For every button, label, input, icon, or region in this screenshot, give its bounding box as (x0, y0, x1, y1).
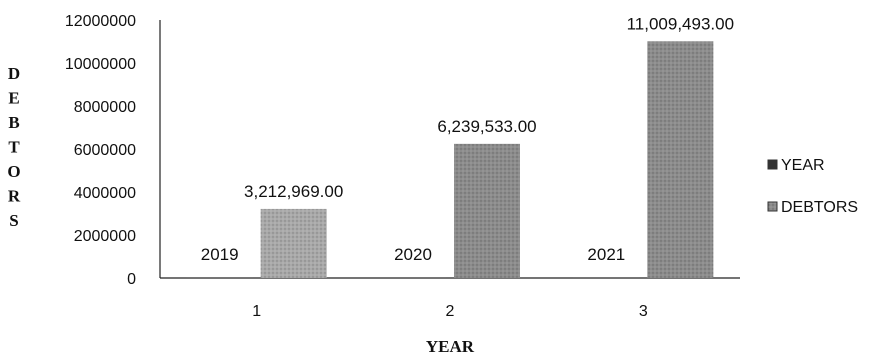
y-axis-title-letter: B (8, 113, 19, 132)
legend-label-year: YEAR (781, 157, 825, 174)
y-tick-label: 12000000 (65, 13, 136, 30)
y-axis-title-letter: R (8, 187, 21, 206)
y-tick-label: 4000000 (74, 185, 136, 202)
x-tick-label: 1 (252, 303, 261, 320)
y-tick-label: 2000000 (74, 228, 136, 245)
data-labels: 2019 3,212,969.00 2020 6,239,533.00 2021 11,0… (201, 14, 734, 264)
y-tick-label: 0 (127, 271, 136, 288)
y-tick-label: 8000000 (74, 99, 136, 116)
x-tick-label: 3 (639, 303, 648, 320)
y-axis-title-letter: E (8, 89, 19, 108)
bar-debtors-1 (260, 208, 327, 278)
legend-swatch-year (767, 159, 778, 170)
x-tick-label: 2 (446, 303, 455, 320)
legend: YEAR DEBTORS (767, 157, 858, 216)
y-axis-title-letter: D (8, 64, 20, 83)
x-axis-title: YEAR (426, 337, 475, 356)
data-label-year-1: 2019 (201, 245, 239, 264)
bar-debtors-3 (647, 41, 714, 279)
data-label-year-3: 2021 (587, 245, 625, 264)
bar-debtors-2 (454, 143, 520, 278)
y-axis-title: DEBTORS (7, 64, 20, 230)
y-axis-title-letter: O (7, 162, 20, 181)
data-label-debtors-2: 6,239,533.00 (437, 117, 536, 136)
data-label-debtors-1: 3,212,969.00 (244, 182, 343, 201)
legend-label-debtors: DEBTORS (781, 199, 858, 216)
legend-swatch-debtors (767, 201, 778, 212)
y-tick-label: 10000000 (65, 56, 136, 73)
bars (186, 41, 714, 279)
y-axis-title-letter: T (8, 138, 20, 157)
data-label-debtors-3: 11,009,493.00 (627, 14, 734, 33)
x-axis-tick-labels: 1 2 3 (252, 303, 648, 320)
y-tick-label: 6000000 (74, 142, 136, 159)
data-label-year-2: 2020 (394, 245, 432, 264)
y-axis-title-letter: S (9, 211, 18, 230)
y-axis-tick-labels: 0 2000000 4000000 6000000 8000000 10000000 120… (65, 13, 136, 288)
